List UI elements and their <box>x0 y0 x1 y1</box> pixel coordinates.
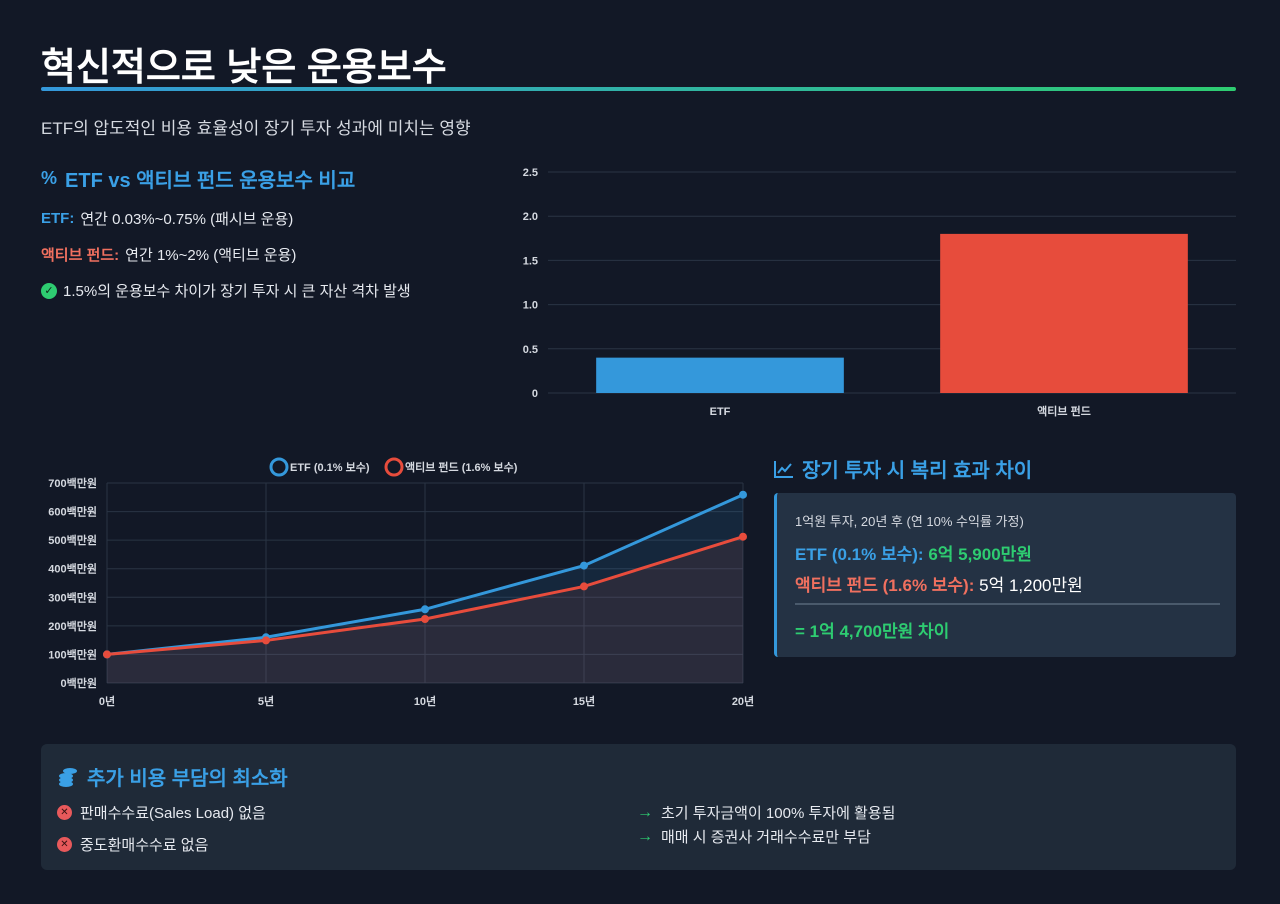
x-tick-label: 0년 <box>99 694 115 708</box>
x-tick-label: 10년 <box>414 694 436 708</box>
list-item-text: 초기 투자금액이 100% 투자에 활용됨 <box>661 805 896 822</box>
y-tick-label: 100백만원 <box>48 647 97 661</box>
y-tick-label: 1.0 <box>523 300 538 312</box>
y-tick-label: 700백만원 <box>48 476 97 490</box>
growth-line-chart: 0백만원 100백만원 200백만원 300백만원 400백만원 500백만원 600백만원… <box>48 457 754 708</box>
card-divider <box>795 603 1220 605</box>
data-point <box>421 605 429 614</box>
fee-note-line: ✓ 1.5%의 운용보수 차이가 장기 투자 시 큰 자산 격차 발생 <box>41 280 411 301</box>
y-tick-label: 2.5 <box>523 167 538 179</box>
x-tick-label: 15년 <box>573 694 595 708</box>
active-result-row: 액티브 펀드 (1.6% 보수): 5억 1,200만원 <box>795 571 1083 596</box>
etf-result-label: ETF (0.1% 보수): <box>795 545 924 564</box>
list-item-text: 중도환매수수료 없음 <box>80 837 209 854</box>
title-underline <box>41 87 1236 91</box>
active-fee-text: 연간 1%~2% (액티브 운용) <box>125 247 297 264</box>
page-title: 혁신적으로 낮은 운용보수 <box>41 47 447 89</box>
compound-card: 1억원 투자, 20년 후 (연 10% 수익률 가정) ETF (0.1% 보… <box>774 493 1236 657</box>
x-circle-icon: ✕ <box>57 837 72 852</box>
compound-heading-text: 장기 투자 시 복리 효과 차이 <box>802 460 1033 482</box>
etf-result-row: ETF (0.1% 보수): 6억 5,900만원 <box>795 540 1032 565</box>
etf-result-value: 6억 5,900만원 <box>928 545 1032 564</box>
etf-fee-label: ETF: <box>41 210 75 227</box>
etf-fee-text: 연간 0.03%~0.75% (패시브 운용) <box>80 211 294 228</box>
series-area <box>107 536 743 683</box>
y-tick-label: 500백만원 <box>48 533 97 547</box>
compound-caption: 1억원 투자, 20년 후 (연 10% 수익률 가정) <box>795 514 1024 529</box>
fee-bar-chart: 0 0.5 1.0 1.5 2.0 2.5 ETF 액티브 펀드 <box>523 167 1236 418</box>
list-item: → 매매 시 증권사 거래수수료만 부담 <box>637 826 871 847</box>
check-circle-icon: ✓ <box>41 282 57 299</box>
legend-marker <box>384 457 404 477</box>
x-circle-icon: ✕ <box>57 805 72 820</box>
data-point <box>580 561 588 570</box>
series-area <box>107 494 743 683</box>
y-tick-label: 0 <box>532 388 538 400</box>
list-item-text: 판매수수료(Sales Load) 없음 <box>80 805 266 822</box>
cost-heading-text: 추가 비용 부담의 최소화 <box>87 768 288 790</box>
x-tick-label: 액티브 펀드 <box>1037 404 1091 418</box>
y-tick-label: 300백만원 <box>48 590 97 604</box>
list-item: → 초기 투자금액이 100% 투자에 활용됨 <box>637 802 895 823</box>
y-tick-label: 600백만원 <box>48 505 97 519</box>
list-item-text: 매매 시 증권사 거래수수료만 부담 <box>661 829 871 846</box>
y-tick-label: 0.5 <box>523 344 538 356</box>
active-result-value: 5억 1,200만원 <box>979 576 1083 595</box>
data-point <box>421 615 429 623</box>
y-tick-label: 200백만원 <box>48 619 97 633</box>
y-tick-label: 0백만원 <box>61 676 97 690</box>
data-point <box>262 636 270 645</box>
active-result-label: 액티브 펀드 (1.6% 보수): <box>795 576 975 595</box>
y-tick-label: 2.0 <box>523 211 538 223</box>
percent-icon: % <box>41 168 58 188</box>
bar <box>940 233 1188 393</box>
arrow-right-icon: → <box>637 803 653 821</box>
list-item: ✕ 중도환매수수료 없음 <box>57 834 208 855</box>
difference-value: = 1억 4,700만원 차이 <box>795 622 950 641</box>
cost-panel: 추가 비용 부담의 최소화 ✕ 판매수수료(Sales Load) 없음 ✕ 중… <box>41 744 1236 870</box>
etf-fee-line: ETF: 연간 0.03%~0.75% (패시브 운용) <box>41 208 293 229</box>
legend-marker <box>269 457 289 477</box>
data-point <box>103 650 111 659</box>
list-item: ✕ 판매수수료(Sales Load) 없음 <box>57 802 266 823</box>
arrow-right-icon: → <box>637 827 653 845</box>
active-fee-line: 액티브 펀드: 연간 1%~2% (액티브 운용) <box>41 244 296 265</box>
x-tick-label: 20년 <box>732 694 754 708</box>
y-tick-label: 1.5 <box>523 255 538 267</box>
fee-heading-text: ETF vs 액티브 펀드 운용보수 비교 <box>65 170 356 192</box>
compound-heading: 장기 투자 시 복리 효과 차이 <box>774 454 1032 483</box>
fee-comparison-heading: % ETF vs 액티브 펀드 운용보수 비교 <box>41 164 355 193</box>
legend-label: 액티브 펀드 (1.6% 보수) <box>405 460 518 474</box>
chart-line-icon <box>774 460 793 478</box>
coins-icon <box>59 767 77 787</box>
bar <box>596 357 844 393</box>
active-fee-label: 액티브 펀드: <box>41 247 120 264</box>
x-tick-label: 5년 <box>258 694 274 708</box>
page-subtitle: ETF의 압도적인 비용 효율성이 장기 투자 성과에 미치는 영향 <box>41 119 471 138</box>
y-tick-label: 400백만원 <box>48 562 97 576</box>
data-point <box>739 490 747 499</box>
fee-note-text: 1.5%의 운용보수 차이가 장기 투자 시 큰 자산 격차 발생 <box>63 283 411 300</box>
x-tick-label: ETF <box>710 406 731 418</box>
data-point <box>739 532 747 541</box>
cost-heading: 추가 비용 부담의 최소화 <box>57 762 288 791</box>
legend-label: ETF (0.1% 보수) <box>290 461 370 474</box>
data-point <box>580 582 588 591</box>
